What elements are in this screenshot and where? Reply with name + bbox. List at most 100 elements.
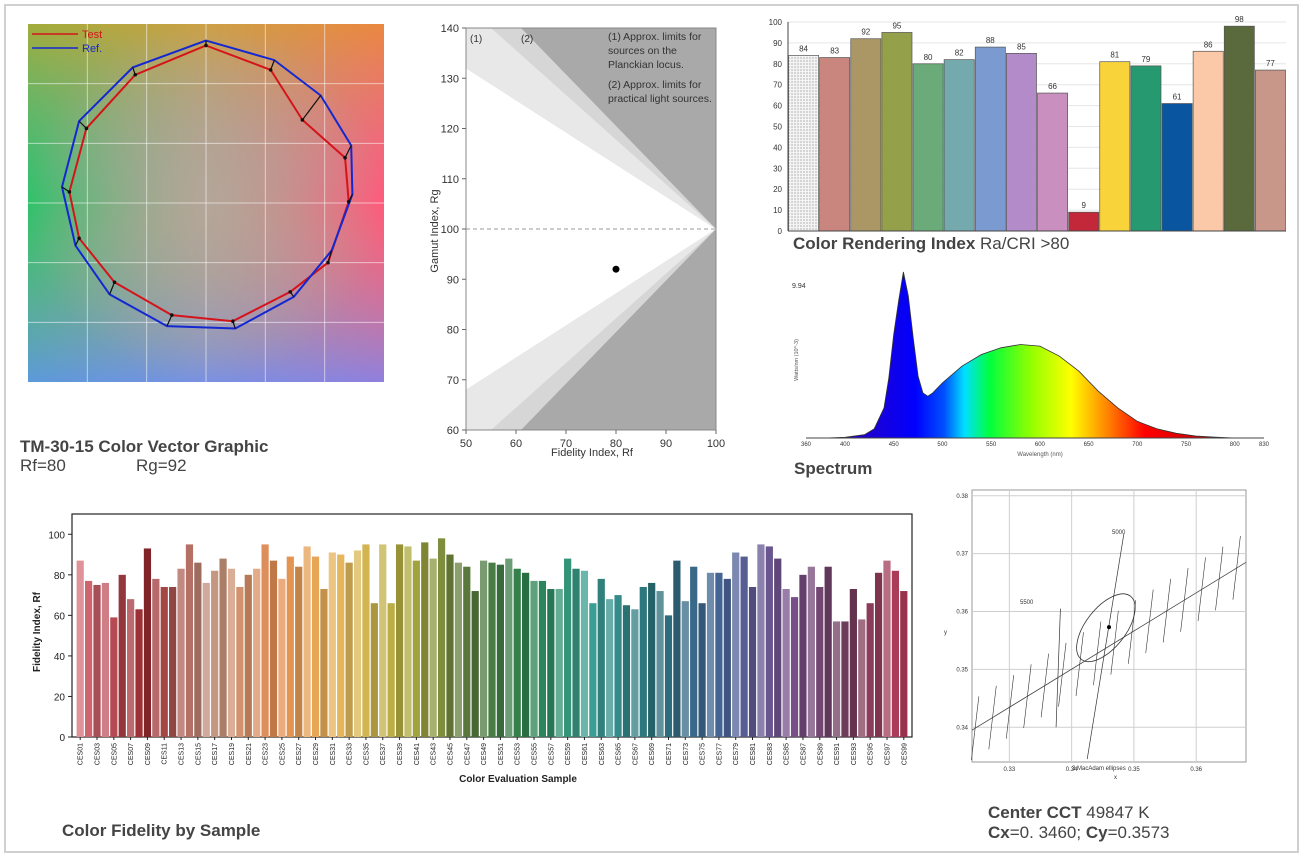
cri-bar-label: 80: [924, 53, 933, 62]
spectrum-area: [825, 271, 1235, 439]
gamut-data-point: [612, 265, 620, 273]
fidelity-bar: [446, 554, 454, 737]
fidelity-bar: [740, 556, 748, 737]
cri-y-tick-label: 10: [773, 206, 782, 215]
fidelity-bar: [345, 562, 353, 737]
spectrum-x-tick-label: 830: [1259, 442, 1270, 448]
fidelity-bar: [253, 568, 261, 737]
vector-arrow-head: [346, 199, 351, 204]
planckian-locus: [971, 561, 1247, 731]
isotherm-line: [1197, 557, 1206, 622]
isotherm-5000: [1086, 533, 1125, 760]
spectrum-plot-area: 360 400 450 500 550 600 650 700 750 800 830: [801, 271, 1270, 448]
spectrum-x-tick-label: 650: [1084, 442, 1095, 448]
fidelity-x-tick-label: CES33: [347, 743, 354, 765]
fidelity-bar: [648, 582, 656, 737]
fidelity-bar: [765, 546, 773, 737]
cri-bar: [1223, 25, 1255, 232]
cct-chart: 0.33 0.34 0.35 0.36 0.34 0.35 0.36 0.37 0.38 500…: [944, 489, 1247, 781]
gamut-x-tick-label: 80: [610, 438, 622, 450]
gamut-y-tick-label: 60: [447, 425, 459, 437]
vector-arrow-head: [204, 43, 208, 48]
vector-arrow-head: [343, 155, 347, 160]
vector-arrow: [344, 145, 352, 158]
cct-panel: 0.33 0.34 0.35 0.36 0.34 0.35 0.36 0.37 0.38 500…: [934, 486, 1256, 782]
fidelity-bar: [706, 572, 715, 737]
fidelity-bar: [547, 589, 555, 737]
spectrum-x-label: Wavelength (nm): [1017, 452, 1062, 458]
fidelity-chart: 0 20 40 60 80 100 CES01 CES03 CES05 CES07 CES09 CES…: [32, 513, 913, 785]
fidelity-bar: [286, 556, 294, 737]
fidelity-y-tick-label: 20: [54, 692, 66, 703]
cri-bar-label: 95: [892, 21, 901, 30]
cct-cx-label: Cx: [988, 823, 1010, 842]
cct-x-tick-label: 0.36: [1190, 767, 1202, 773]
vector-arrow-head: [84, 126, 89, 131]
fidelity-bar: [690, 566, 698, 737]
cri-y-tick-label: 80: [773, 60, 782, 69]
fidelity-bar: [362, 544, 370, 737]
cct-caption-line1: Center CCT 49847 K: [988, 803, 1150, 823]
fidelity-x-tick-label: CES29: [313, 743, 320, 765]
fidelity-bar: [799, 574, 807, 737]
gamut-region-1-edge: [466, 229, 716, 430]
fidelity-x-tick-label: CES53: [515, 743, 522, 765]
fidelity-x-tick-label: CES69: [649, 743, 656, 765]
cri-y-tick-label: 90: [773, 39, 782, 48]
vector-arrow-head: [170, 313, 174, 317]
spectrum-chart: 360 400 450 500 550 600 650 700 750 800 830 9.94 W…: [792, 271, 1270, 458]
fidelity-bar: [900, 591, 908, 737]
fidelity-bar: [883, 560, 891, 737]
cri-bar: [1099, 61, 1131, 232]
fidelity-x-tick-label: CES05: [111, 743, 118, 765]
fidelity-bar: [269, 560, 278, 737]
cct-x-tick-label: 0.34: [1066, 767, 1078, 773]
cct-y-tick-label: 0.34: [956, 725, 968, 731]
fidelity-x-tick-label: CES59: [565, 743, 572, 765]
fidelity-bar: [244, 574, 252, 737]
fidelity-x-tick-label: CES21: [246, 743, 253, 765]
fidelity-x-tick-label: CES55: [532, 743, 539, 765]
fidelity-bar: [101, 582, 110, 737]
fidelity-bar: [379, 544, 387, 737]
fidelity-x-tick-label: CES07: [128, 743, 135, 765]
cri-caption: Color Rendering Index Ra/CRI >80: [793, 234, 1069, 254]
cri-bar-label: 61: [1173, 93, 1182, 102]
fidelity-bar: [429, 558, 437, 737]
fidelity-x-tick-label: CES13: [179, 743, 186, 765]
fidelity-bar: [437, 538, 446, 737]
vector-arrow-head: [77, 236, 81, 241]
gamut-y-tick-label: 70: [447, 375, 459, 387]
fidelity-x-tick-label: CES67: [632, 743, 639, 765]
cri-bar: [1006, 52, 1037, 232]
vector-arrow-head: [231, 319, 235, 324]
fidelity-bar: [807, 566, 815, 737]
fidelity-bar: [454, 562, 462, 737]
isotherm-line: [988, 685, 997, 750]
cct-label-5000: 5000: [1112, 530, 1126, 536]
cct-macadam-label: 3 MacAdam ellipses: [1072, 766, 1126, 772]
vector-arrow: [327, 250, 333, 263]
cct-caption-value: 49847 K: [1081, 803, 1150, 822]
isotherm-line: [1145, 589, 1154, 654]
spectrum-caption: Spectrum: [794, 459, 873, 478]
cri-bar-label: 84: [799, 44, 808, 53]
macadam-ellipse: [1076, 593, 1136, 662]
fidelity-bar: [404, 546, 412, 737]
fidelity-bar: [530, 580, 538, 737]
fidelity-plot-area: 0 20 40 60 80 100 CES01 CES03 CES05 CES07 CES09 CES…: [48, 513, 913, 765]
fidelity-bar: [320, 589, 328, 737]
vector-graphic-title: TM-30-15 Color Vector Graphic: [20, 437, 269, 456]
fidelity-bar: [631, 609, 639, 737]
gamut-y-tick-label: 100: [441, 224, 459, 236]
fidelity-bar: [732, 552, 740, 737]
fidelity-caption: Color Fidelity by Sample: [62, 821, 261, 840]
fidelity-panel: 0 20 40 60 80 100 CES01 CES03 CES05 CES07 CES09 CES…: [28, 506, 920, 788]
vector-legend: Test Ref.: [32, 29, 102, 55]
fidelity-y-tick-label: 0: [59, 733, 65, 744]
fidelity-bar: [471, 591, 479, 737]
cri-y-tick-label: 50: [773, 123, 782, 132]
fidelity-x-tick-label: CES45: [447, 743, 454, 765]
fidelity-bar: [85, 580, 93, 737]
isotherm-line: [1058, 642, 1067, 707]
